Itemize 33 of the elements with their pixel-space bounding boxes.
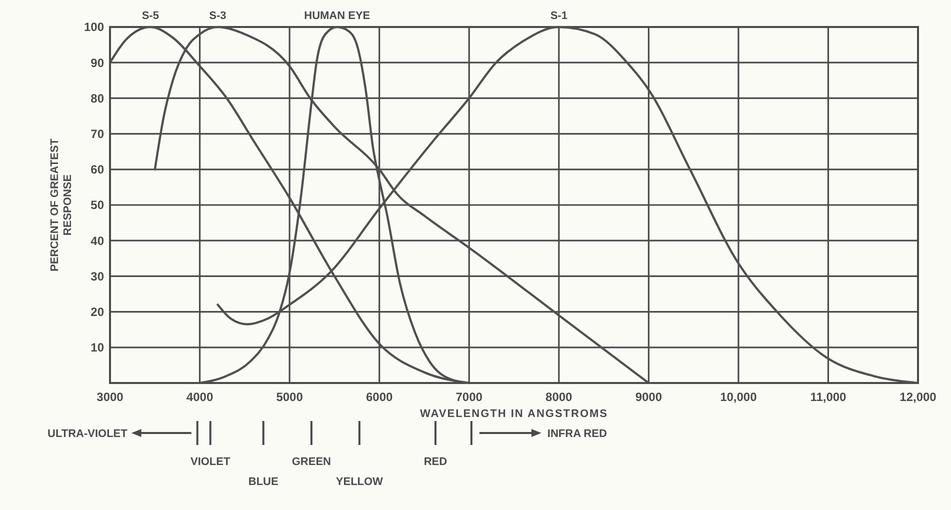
x-tick-label: 7000 [456,390,483,404]
x-tick-label: 3000 [96,390,124,404]
y-tick-label: 30 [90,269,104,284]
text: INFRA RED [547,428,607,440]
y-tick-label: 100 [84,20,104,34]
x-axis-title: WAVELENGTH IN ANGSTROMS [420,408,608,420]
series-label: S-1 [550,10,568,22]
text: GREEN [292,456,332,468]
text: YELLOW [336,476,384,488]
y-tick-label: 10 [90,340,104,355]
x-tick-label: 11,000 [810,390,847,404]
y-tick-label: 60 [90,162,104,177]
series-label: HUMAN EYE [304,10,370,22]
text: VIOLET [190,456,230,468]
x-tick-label: 12,000 [900,390,937,404]
x-tick-label: 5000 [276,390,304,404]
text: ULTRA-VIOLET [48,428,128,440]
x-tick-label: 4000 [186,390,214,404]
text: RED [424,456,448,468]
x-tick-label: 8000 [546,390,573,404]
x-tick-label: 6000 [366,390,394,404]
y-tick-label: 80 [90,91,104,106]
x-tick-label: 10,000 [720,390,758,404]
text: BLUE [248,476,278,488]
x-tick-label: 9000 [635,390,662,404]
y-tick-label: 90 [90,56,104,70]
y-tick-label: 20 [90,305,104,319]
y-axis-title: PERCENT OF GREATEST RESPONSE [49,138,74,272]
y-tick-label: 40 [90,234,104,248]
y-tick-label: 70 [90,127,104,141]
series-label: S-5 [142,10,159,22]
y-tick-label: 50 [90,198,104,212]
series-label: S-3 [209,10,226,22]
